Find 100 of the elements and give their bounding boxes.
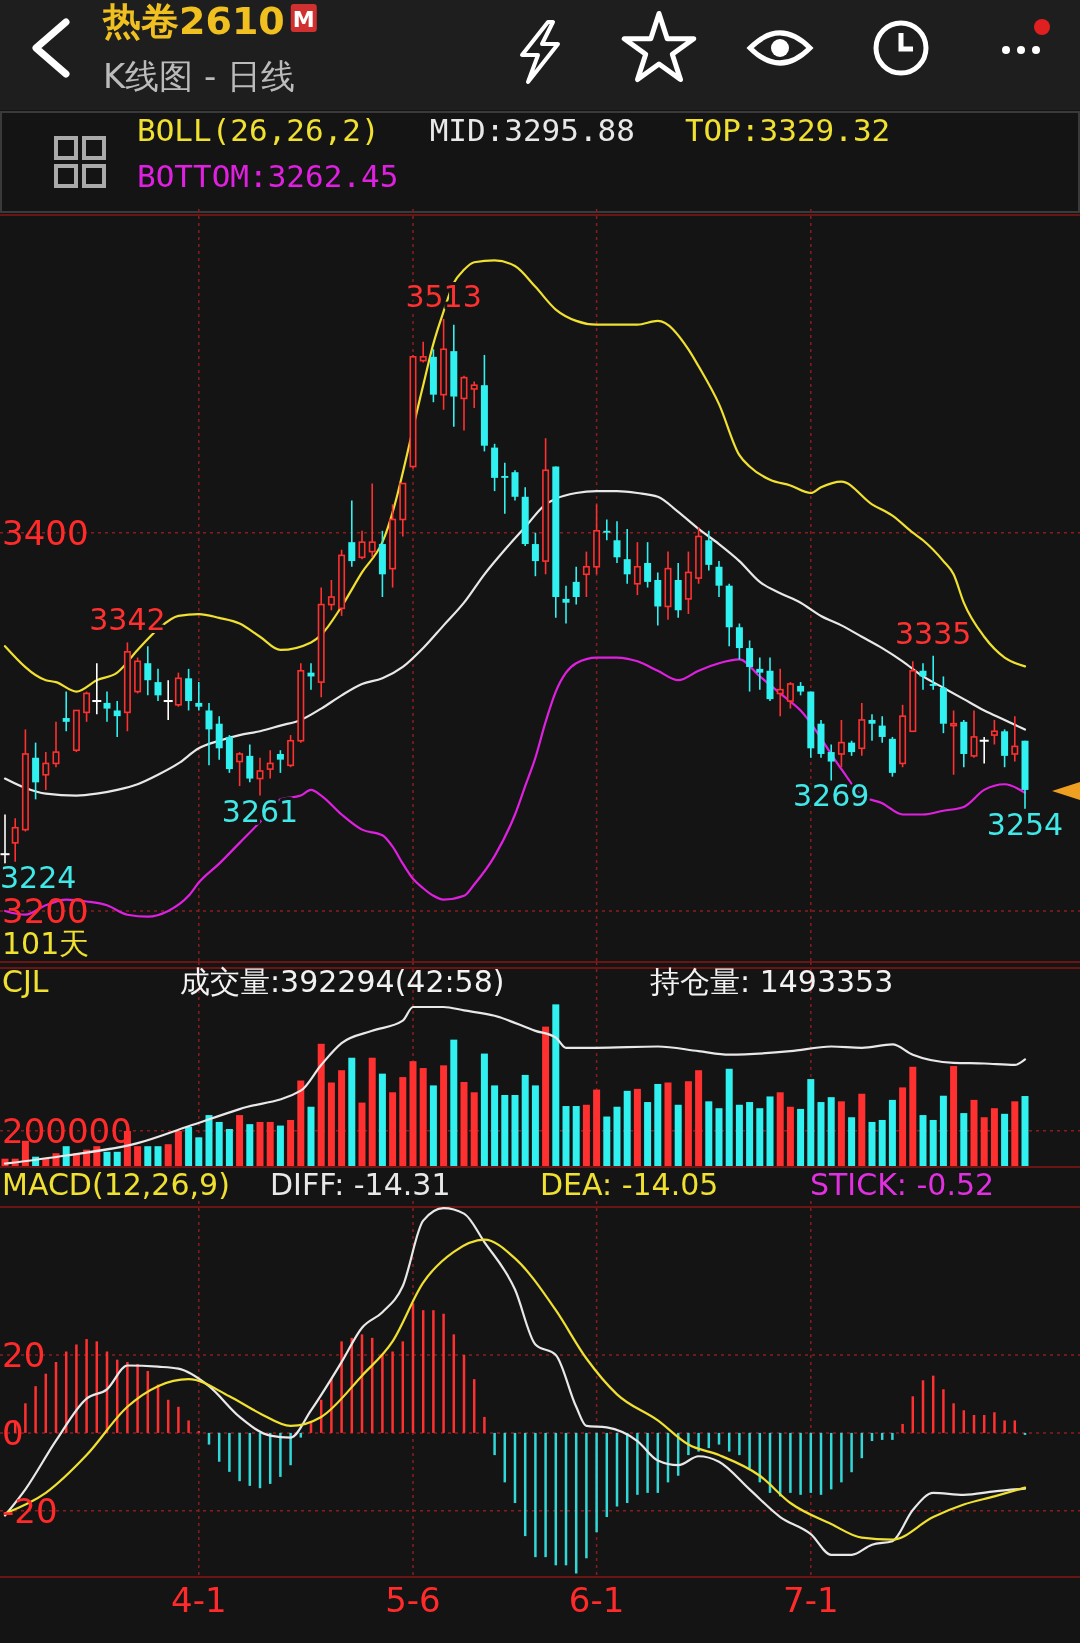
- annotation: 3342: [89, 602, 166, 638]
- bar: [807, 1079, 815, 1167]
- candlestick: [163, 679, 173, 721]
- bar: [684, 1081, 692, 1167]
- candlestick: [419, 340, 427, 364]
- annotation: 成交量:392294(42:58): [180, 964, 505, 999]
- bar: [327, 1082, 335, 1167]
- bar: [531, 1085, 539, 1167]
- candlestick: [715, 560, 723, 598]
- candlestick: [52, 721, 60, 769]
- bar: [126, 1362, 129, 1433]
- bar: [381, 1355, 384, 1433]
- bar: [177, 1406, 180, 1433]
- bar: [646, 1432, 649, 1493]
- candlestick: [756, 656, 764, 691]
- bar: [195, 1137, 203, 1167]
- text: BOTTOM:3262.45: [137, 158, 399, 194]
- chart-subtitle: K线图 - 日线: [103, 56, 296, 96]
- bar: [75, 1344, 78, 1433]
- bar: [725, 1068, 733, 1167]
- bar: [888, 1099, 896, 1167]
- bar: [929, 1119, 937, 1167]
- y-tick-label: -20: [2, 1490, 58, 1531]
- candlestick: [276, 749, 284, 774]
- bar: [786, 1106, 794, 1167]
- bar: [134, 1146, 142, 1167]
- bar: [113, 1151, 121, 1167]
- bar: [470, 1092, 478, 1167]
- candlestick: [746, 639, 754, 693]
- legend-title: BOLL(26,26,2): [137, 112, 380, 148]
- bar: [789, 1432, 792, 1493]
- bar: [450, 1039, 458, 1167]
- bar: [534, 1432, 537, 1558]
- candlestick: [501, 461, 509, 515]
- candlestick: [582, 550, 590, 598]
- bar: [389, 1092, 397, 1167]
- bar: [297, 1080, 305, 1167]
- chart-title: MACD(12,26,9): [2, 1167, 230, 1202]
- bar: [225, 1129, 233, 1167]
- bar: [544, 1432, 547, 1558]
- bar: [654, 1083, 662, 1167]
- bar: [799, 1432, 802, 1495]
- candlestick: [623, 528, 631, 585]
- candlestick: [613, 520, 621, 564]
- bar: [501, 1095, 509, 1167]
- candlestick: [358, 530, 366, 560]
- candlestick: [246, 743, 254, 784]
- bar: [276, 1125, 284, 1167]
- bar: [429, 1085, 437, 1167]
- bar: [850, 1432, 853, 1473]
- bar: [419, 1068, 427, 1167]
- text: TOP:3329.32: [684, 112, 891, 148]
- y-tick-label: 200000: [2, 1110, 132, 1151]
- candlestick: [144, 645, 152, 697]
- bar: [307, 1106, 315, 1167]
- bar: [952, 1403, 955, 1433]
- bar: [939, 1095, 947, 1167]
- bar: [817, 1102, 825, 1167]
- bar: [154, 1146, 162, 1167]
- candlestick: [327, 579, 335, 612]
- bar: [289, 1432, 292, 1466]
- bar: [85, 1339, 88, 1433]
- bar: [840, 1432, 843, 1483]
- bar: [878, 1119, 886, 1167]
- bar: [378, 1073, 386, 1167]
- candlestick: [827, 743, 835, 782]
- bar: [891, 1432, 894, 1440]
- bar: [746, 1102, 754, 1167]
- bar: [483, 1416, 486, 1433]
- candlestick: [786, 681, 794, 710]
- candlestick: [776, 668, 784, 717]
- candlestick: [603, 518, 611, 542]
- x-tick-label: 5-6: [385, 1580, 441, 1620]
- bar: [990, 1108, 998, 1167]
- candlestick: [990, 719, 998, 746]
- candlestick: [735, 622, 743, 661]
- bar: [317, 1043, 325, 1167]
- bar: [287, 1119, 295, 1167]
- bar: [256, 1121, 264, 1167]
- bar: [391, 1351, 394, 1433]
- bar: [582, 1104, 590, 1167]
- bar: [593, 1089, 601, 1167]
- bar: [919, 1115, 927, 1167]
- candlestick: [878, 715, 886, 744]
- candlestick: [531, 531, 539, 578]
- annotation: 3254: [986, 806, 1064, 842]
- bar: [674, 1104, 682, 1167]
- bar: [603, 1116, 611, 1167]
- bar: [511, 1095, 519, 1167]
- candlestick: [205, 702, 213, 767]
- bar: [187, 1420, 190, 1433]
- candlestick: [185, 668, 193, 712]
- bar: [340, 1341, 343, 1433]
- bar: [228, 1432, 231, 1472]
- bar: [399, 1077, 407, 1167]
- bar: [238, 1432, 241, 1482]
- bar: [442, 1313, 445, 1433]
- bar: [358, 1102, 366, 1167]
- candlestick: [950, 709, 958, 776]
- bar: [144, 1146, 152, 1167]
